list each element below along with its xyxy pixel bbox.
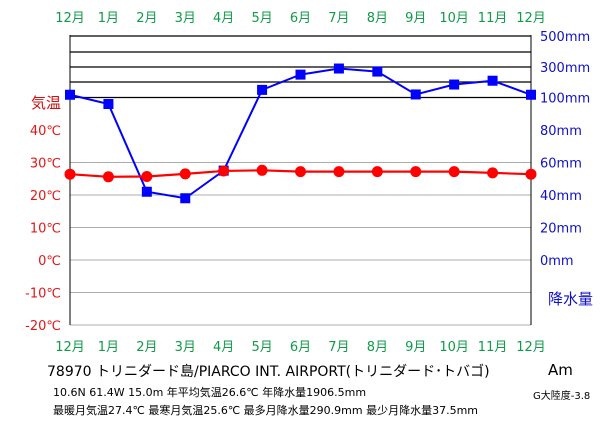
month-label-bottom: 9月 <box>405 340 426 355</box>
month-label-bottom: 8月 <box>367 340 388 355</box>
station-location-line: 10.6N 61.4W 15.0m 年平均気温26.6℃ 年降水量1906.5m… <box>53 386 367 399</box>
precipitation-point <box>526 89 536 100</box>
temperature-point <box>256 164 268 176</box>
precipitation-point <box>333 63 344 74</box>
month-label-top: 7月 <box>328 11 349 26</box>
bottom-month-axis: 12月 1月 2月 3月 4月 5月 6月 7月 8月 9月 10月 11月 12月 <box>55 340 546 355</box>
temperature-tick-label: 40℃ <box>30 124 61 139</box>
precipitation-series <box>65 63 536 204</box>
precipitation-tick-label: 20mm <box>540 222 582 237</box>
precipitation-tick-label: 0mm <box>540 254 574 269</box>
temperature-point <box>141 170 153 182</box>
precipitation-tick-label: 40mm <box>540 189 582 204</box>
temperature-tick-label: 10℃ <box>30 222 61 237</box>
temperature-point <box>525 168 537 180</box>
precipitation-point <box>449 79 460 90</box>
month-label-top: 10月 <box>439 11 469 26</box>
month-label-bottom: 6月 <box>290 340 311 355</box>
precipitation-point <box>372 66 383 77</box>
temperature-tick-label: -10℃ <box>25 287 61 302</box>
month-label-bottom: 10月 <box>439 340 469 355</box>
temperature-tick-label: 20℃ <box>30 189 61 204</box>
precipitation-point <box>103 99 114 109</box>
month-label-top: 8月 <box>367 11 388 26</box>
temperature-point <box>448 166 460 178</box>
temperature-point <box>295 166 306 178</box>
temperature-point <box>64 168 76 180</box>
month-label-top: 11月 <box>478 11 508 26</box>
precipitation-tick-label: 100mm <box>540 92 590 107</box>
climate-class-label: Am <box>548 361 573 379</box>
precipitation-line <box>69 67 532 200</box>
precipitation-point <box>257 84 268 95</box>
temperature-point <box>371 166 383 178</box>
month-label-bottom: 3月 <box>175 340 196 355</box>
precipitation-tick-label: 500mm <box>540 30 590 45</box>
precipitation-tick-label: 80mm <box>540 124 582 139</box>
month-label-bottom: 4月 <box>213 340 234 355</box>
month-label-top: 1月 <box>98 11 119 26</box>
temperature-point <box>333 166 345 178</box>
month-label-bottom: 5月 <box>251 340 272 355</box>
month-label-top: 2月 <box>136 11 157 26</box>
temperature-point <box>179 168 191 180</box>
temperature-axis-title: 気温 <box>31 94 61 112</box>
month-label-top: 5月 <box>251 11 272 26</box>
month-label-top: 4月 <box>213 11 234 26</box>
temperature-axis-ticks: 40℃ 30℃ 20℃ 10℃ 0℃ -10℃ -20℃ <box>25 124 61 334</box>
top-month-axis: 12月 1月 2月 3月 4月 5月 6月 7月 8月 9月 10月 11月 12月 <box>55 11 546 26</box>
temperature-series <box>64 164 537 183</box>
month-label-top: 9月 <box>405 11 426 26</box>
precipitation-point <box>141 186 152 197</box>
chart-grid <box>69 35 532 326</box>
temperature-point <box>487 167 499 179</box>
precipitation-tick-label: 300mm <box>540 61 590 76</box>
precipitation-point <box>180 193 191 204</box>
precipitation-point <box>410 89 421 100</box>
month-label-top: 6月 <box>290 11 311 26</box>
month-label-bottom: 11月 <box>478 340 508 355</box>
month-label-bottom: 12月 <box>516 340 546 355</box>
temperature-tick-label: 0℃ <box>38 254 61 269</box>
station-extremes-line: 最暖月気温27.4℃ 最寒月気温25.6℃ 最多月降水量290.9mm 最少月降… <box>53 404 479 417</box>
precipitation-axis-title: 降水量 <box>548 290 593 308</box>
month-label-top: 12月 <box>516 11 546 26</box>
precipitation-tick-label: 60mm <box>540 157 582 172</box>
station-title: 78970 トリニダード島/PIARCO INT. AIRPORT(トリニダード… <box>47 364 490 380</box>
temperature-point <box>102 171 114 183</box>
precipitation-point <box>487 75 498 86</box>
month-label-top: 3月 <box>175 11 196 26</box>
temperature-tick-label: -20℃ <box>25 319 61 334</box>
precipitation-axis-ticks: 500mm 300mm 100mm 80mm 60mm 40mm 20mm 0mm <box>540 30 590 269</box>
month-label-bottom: 12月 <box>55 340 85 355</box>
precipitation-point <box>295 69 306 80</box>
month-label-top: 12月 <box>55 11 85 26</box>
temperature-point <box>218 165 230 177</box>
temperature-tick-label: 30℃ <box>30 157 61 172</box>
temperature-point <box>410 166 422 178</box>
month-label-bottom: 7月 <box>328 340 349 355</box>
continentality-label: G大陸度-3.8 <box>533 391 591 402</box>
month-label-bottom: 1月 <box>98 340 119 355</box>
precipitation-point <box>65 89 75 100</box>
month-label-bottom: 2月 <box>136 340 157 355</box>
